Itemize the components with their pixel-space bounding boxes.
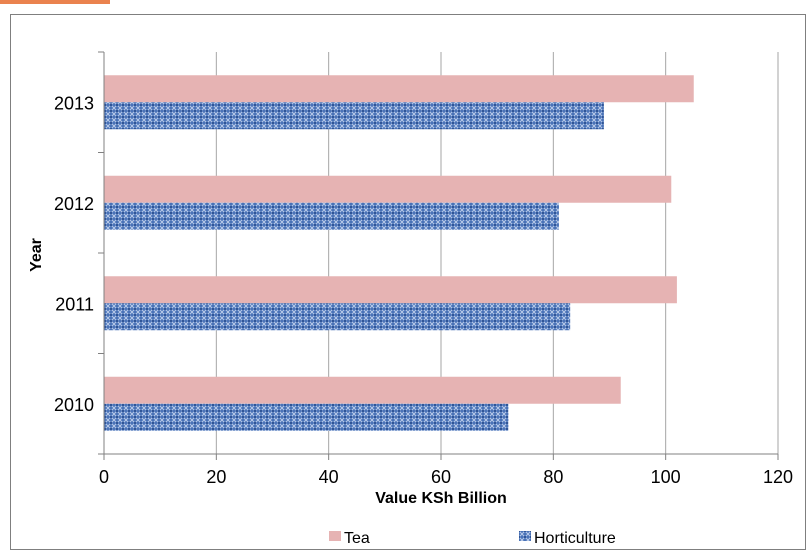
x-tick-label: 100 [651, 467, 681, 487]
bar-horticulture-2010 [104, 403, 509, 431]
bar-tea-2011 [104, 276, 677, 304]
heading-fragment [0, 0, 110, 4]
x-tick-label: 60 [431, 467, 451, 487]
y-tick-label: 2011 [55, 294, 94, 314]
bar-horticulture-2012 [104, 202, 559, 230]
bar-horticulture-2013 [104, 102, 604, 130]
bar-horticulture-2011 [104, 303, 571, 331]
x-tick-label: 0 [99, 467, 109, 487]
bar-tea-2012 [104, 175, 672, 203]
x-tick-label: 40 [319, 467, 339, 487]
axes [98, 51, 779, 460]
legend-swatch-tea [329, 531, 341, 541]
x-axis-title: Value KSh Billion [375, 490, 507, 507]
bar-tea-2013 [104, 75, 694, 103]
legend: Tea Horticulture [329, 530, 616, 547]
y-tick-label: 2010 [54, 395, 94, 415]
x-tick-label: 20 [206, 467, 226, 487]
legend-swatch-horticulture [519, 531, 531, 541]
bar-tea-2010 [104, 376, 621, 404]
x-tick-label: 80 [543, 467, 563, 487]
legend-label-horticulture: Horticulture [534, 530, 616, 547]
legend-label-tea: Tea [344, 530, 370, 547]
y-tick-label: 2013 [54, 93, 94, 113]
y-tick-label: 2012 [54, 194, 94, 214]
x-tick-label: 120 [763, 467, 793, 487]
tick-labels: 0 20 40 60 80 100 120 2010 2011 2012 2013 [54, 93, 793, 487]
top-strip [0, 0, 810, 14]
bars [104, 75, 694, 431]
y-axis-title: Year [28, 238, 45, 272]
chart-frame [10, 14, 806, 550]
